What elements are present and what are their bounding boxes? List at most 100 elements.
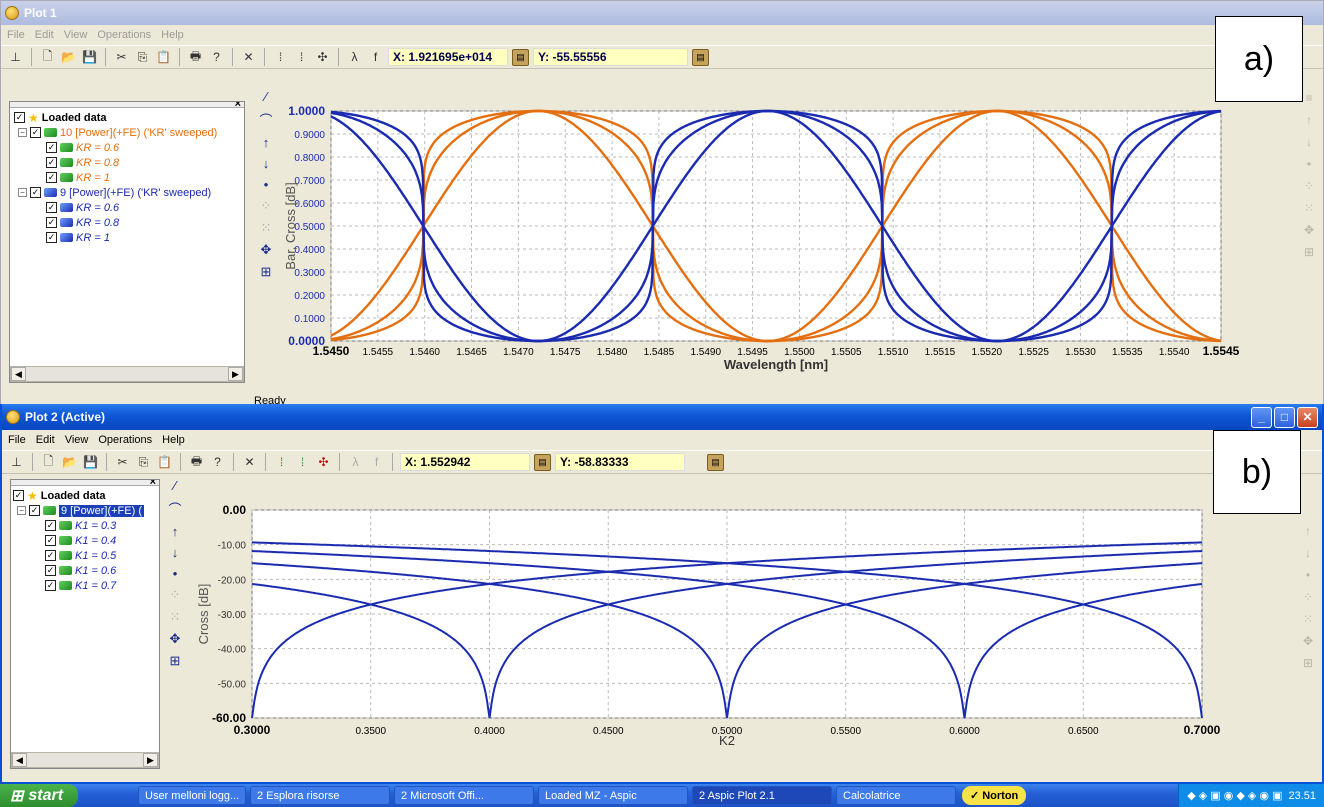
checkbox[interactable]: ✓ — [45, 565, 56, 576]
pan-icon[interactable]: ✥ — [169, 631, 181, 646]
close-icon[interactable]: × — [149, 479, 156, 488]
tree-group[interactable]: − ✓ 9 [Power](+FE) ( — [13, 503, 157, 518]
tree-root[interactable]: ✓ ★ Loaded data — [13, 488, 157, 503]
checkbox[interactable]: ✓ — [30, 187, 41, 198]
save-icon[interactable]: 💾 — [82, 50, 97, 64]
zoom-fit-icon[interactable]: ⊞ — [1303, 245, 1315, 259]
arrow-down-icon[interactable]: ↓ — [1306, 135, 1312, 149]
menu-edit[interactable]: Edit — [35, 434, 55, 446]
collapse-icon[interactable]: − — [18, 128, 27, 137]
dot-icon[interactable]: • — [1306, 157, 1312, 171]
frequency-icon[interactable]: f — [374, 455, 379, 469]
arrow-down-icon[interactable]: ↓ — [1305, 546, 1311, 560]
dot-icon[interactable]: • — [1305, 568, 1311, 582]
points-icon[interactable]: ⁘ — [1302, 590, 1314, 604]
pin-icon[interactable]: ⊥ — [10, 50, 21, 64]
points-icon[interactable]: ⁘ — [1303, 179, 1315, 193]
menu-operations[interactable]: Operations — [97, 29, 152, 41]
taskbar-item[interactable]: 2 Aspic Plot 2.1 — [692, 786, 832, 805]
arrow-up-icon[interactable]: ↑ — [171, 524, 179, 539]
menu-help[interactable]: Help — [162, 434, 185, 446]
menu-file[interactable]: File — [8, 434, 26, 446]
plot2-titlebar[interactable]: Plot 2 (Active) _ □ ✕ — [2, 404, 1322, 430]
menu-file[interactable]: File — [7, 29, 25, 41]
cut-icon[interactable]: ✂ — [116, 50, 127, 64]
taskbar-item[interactable]: Calcolatrice — [836, 786, 956, 805]
scroll-right-icon[interactable]: ▶ — [143, 753, 158, 767]
menu-help[interactable]: Help — [161, 29, 184, 41]
points-icon[interactable]: ⁙ — [1303, 201, 1315, 215]
arrow-down-icon[interactable]: ↓ — [262, 156, 270, 171]
points-icon[interactable]: ⁘ — [260, 198, 272, 213]
tree-leaf[interactable]: ✓ KR = 0.8 — [14, 215, 240, 230]
tree-horizontal-scrollbar[interactable]: ◀ ▶ — [11, 752, 159, 768]
pan-icon[interactable]: ✥ — [1303, 223, 1315, 237]
pin-icon[interactable]: ⊥ — [11, 455, 22, 469]
plot1-titlebar[interactable]: Plot 1 — [1, 1, 1323, 25]
arrow-up-icon[interactable]: ↑ — [262, 135, 270, 150]
frequency-icon[interactable]: f — [373, 50, 378, 64]
checkbox[interactable]: ✓ — [13, 490, 24, 501]
checkbox[interactable]: ✓ — [46, 232, 57, 243]
save-icon[interactable]: 💾 — [83, 455, 98, 469]
start-button[interactable]: ⊞ start — [0, 784, 78, 807]
lambda-icon[interactable]: λ — [352, 455, 359, 469]
pan-icon[interactable]: ✥ — [260, 242, 272, 257]
help-icon[interactable]: ? — [214, 455, 221, 469]
dot-icon[interactable]: • — [263, 177, 269, 192]
copy-icon[interactable]: ⎘ — [138, 454, 149, 469]
checkbox[interactable]: ✓ — [45, 550, 56, 561]
maximize-icon[interactable]: □ — [1274, 406, 1295, 428]
points-icon[interactable]: ⁙ — [1302, 612, 1314, 626]
arrow-up-icon[interactable]: ↑ — [1306, 113, 1312, 127]
tree-root[interactable]: ✓ ★ Loaded data — [14, 110, 240, 125]
lambda-icon[interactable]: λ — [351, 50, 358, 64]
checkbox[interactable]: ✓ — [46, 202, 57, 213]
checkbox[interactable]: ✓ — [45, 535, 56, 546]
new-file-icon[interactable]: 🗋 — [42, 48, 53, 63]
menu-edit[interactable]: Edit — [34, 29, 54, 41]
checkbox[interactable]: ✓ — [46, 142, 57, 153]
clipboard-icon[interactable]: ▤ — [512, 48, 529, 66]
help-icon[interactable]: ? — [213, 50, 220, 64]
tree-leaf[interactable]: ✓ K1 = 0.5 — [13, 548, 157, 563]
points-icon[interactable]: ⁙ — [169, 609, 181, 624]
scroll-right-icon[interactable]: ▶ — [228, 367, 243, 381]
pan-icon[interactable]: ✥ — [1302, 634, 1314, 648]
copy-icon[interactable]: ⎘ — [137, 49, 148, 64]
checkbox[interactable]: ✓ — [46, 217, 57, 228]
tree-horizontal-scrollbar[interactable]: ◀ ▶ — [10, 366, 244, 382]
collapse-icon[interactable]: − — [17, 506, 26, 515]
checkbox[interactable]: ✓ — [46, 157, 57, 168]
curve-tool-icon[interactable]: ⌒ — [168, 502, 182, 517]
arrow-down-icon[interactable]: ↓ — [171, 545, 179, 560]
taskbar-item[interactable]: User melloni logg... — [138, 786, 246, 805]
norton-button[interactable]: ✓ Norton — [962, 786, 1027, 805]
tree-leaf[interactable]: ✓ K1 = 0.3 — [13, 518, 157, 533]
tree-group[interactable]: − ✓ 9 [Power](+FE) ('KR' sweeped) — [14, 185, 240, 200]
cursor-cross-icon[interactable]: ✕ — [244, 455, 255, 469]
zoom-fit-icon[interactable]: ⊞ — [1302, 656, 1314, 670]
tree-leaf[interactable]: ✓ K1 = 0.6 — [13, 563, 157, 578]
scroll-left-icon[interactable]: ◀ — [12, 753, 27, 767]
checkbox[interactable]: ✓ — [30, 127, 41, 138]
checkbox[interactable]: ✓ — [29, 505, 40, 516]
taskbar-item[interactable]: Loaded MZ - Aspic — [538, 786, 688, 805]
arrow-up-icon[interactable]: ↑ — [1305, 524, 1311, 538]
menu-view[interactable]: View — [63, 29, 88, 41]
line-tool-icon[interactable]: ⁄ — [173, 478, 177, 493]
checkbox[interactable]: ✓ — [46, 172, 57, 183]
grid-dots-icon[interactable]: ⁞ — [300, 455, 305, 469]
checkbox[interactable]: ✓ — [45, 580, 56, 591]
clipboard-icon[interactable]: ▤ — [692, 48, 709, 66]
tray-icons[interactable]: ◆ ◈ ▣ ◉ ◆ ◈ ◉ ▣ — [1187, 790, 1283, 802]
close-icon[interactable]: × — [234, 101, 241, 110]
grid-dots-icon[interactable]: ⁞ — [299, 50, 304, 64]
curve-tool-icon[interactable]: ⌒ — [259, 113, 273, 128]
grid-dots-icon[interactable]: ⁞ — [278, 50, 283, 64]
collapse-icon[interactable]: − — [18, 188, 27, 197]
open-folder-icon[interactable]: 📂 — [62, 455, 77, 469]
points-icon[interactable]: ⁘ — [169, 587, 181, 602]
marker-icon[interactable]: ✣ — [318, 455, 329, 469]
tree-leaf[interactable]: ✓ KR = 0.6 — [14, 200, 240, 215]
